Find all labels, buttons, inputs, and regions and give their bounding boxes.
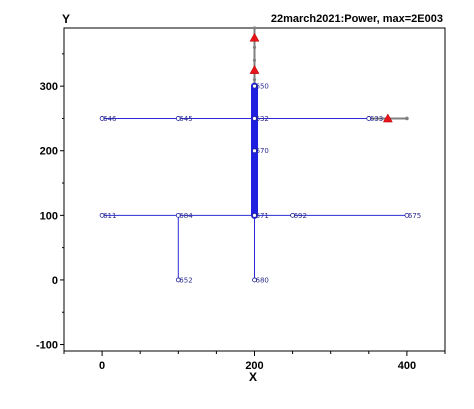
y-axis-title: Y	[62, 12, 70, 26]
bus-node	[404, 212, 410, 218]
bus-node	[175, 212, 181, 218]
bus-label: 652	[179, 276, 192, 284]
bus-label: 650	[256, 83, 269, 91]
bus-label: 692	[294, 212, 307, 220]
feeder-dot	[405, 116, 409, 121]
y-tick-label: 100	[40, 210, 58, 222]
x-axis-title: X	[249, 370, 257, 384]
bus-node	[252, 148, 257, 154]
axis-ticks: -100 0 100 200 300 0 200 400	[36, 53, 446, 372]
bus-label: 670	[256, 147, 269, 155]
network-nodes: 646 645 632 633 650 670 611 684 671 692 675 652 680	[99, 83, 421, 284]
bus-node	[99, 212, 105, 218]
bus-label: 680	[256, 276, 269, 284]
red-triangle-marker	[249, 32, 260, 42]
x-tick-label: 0	[99, 360, 105, 372]
y-tick-label: -100	[36, 340, 58, 352]
red-triangle-marker	[249, 64, 260, 74]
bus-node	[99, 116, 105, 121]
x-tick-label: 400	[398, 360, 416, 372]
feeder-dot	[252, 58, 257, 62]
chart-title: 22march2021:Power, max=2E003	[271, 13, 443, 25]
bus-label: 632	[256, 115, 269, 123]
y-tick-label: 200	[40, 146, 58, 158]
bus-node	[252, 83, 257, 89]
bus-node	[366, 116, 372, 121]
markers	[249, 32, 393, 123]
bus-node	[252, 116, 257, 121]
bus-label: 633	[370, 115, 383, 123]
bus-node	[252, 277, 257, 283]
y-tick-label: 300	[40, 81, 58, 93]
feeder-dot	[252, 26, 257, 30]
bus-label: 646	[103, 115, 117, 123]
x-tick-label: 200	[245, 360, 263, 372]
bus-label: 671	[256, 212, 269, 220]
bus-label: 675	[408, 212, 421, 220]
bus-node	[175, 277, 181, 283]
red-triangle-marker	[382, 113, 393, 123]
y-tick-label: 0	[52, 275, 58, 287]
feeder-dot	[252, 45, 257, 49]
bus-node	[175, 116, 181, 121]
feeder-dot	[252, 78, 257, 82]
bus-label: 611	[103, 212, 116, 220]
bus-label: 684	[179, 212, 193, 220]
bus-node	[252, 212, 257, 218]
bus-node	[290, 212, 296, 218]
bus-label: 645	[179, 115, 192, 123]
